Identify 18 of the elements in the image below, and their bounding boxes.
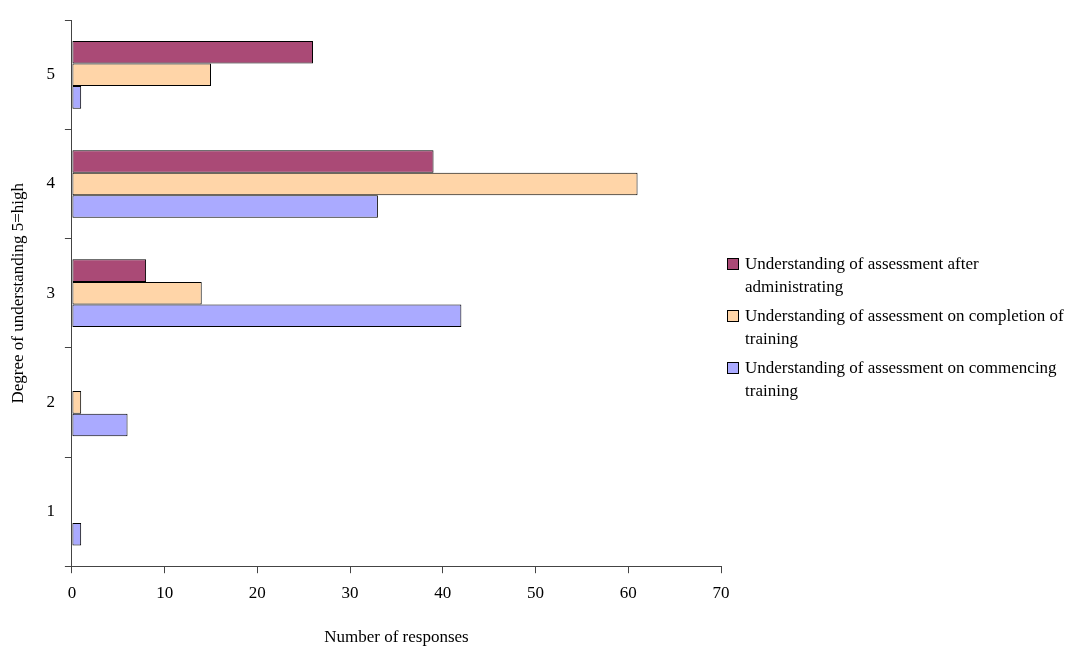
x-tick-label: 40	[434, 582, 452, 602]
y-axis-title: Degree of understanding 5=high	[7, 182, 27, 404]
y-tick-label: 5	[46, 64, 55, 84]
legend-label: Understanding of assessment on commencing training	[745, 357, 1058, 402]
x-axis-title: Number of responses	[324, 627, 469, 647]
x-tick-label: 50	[527, 582, 545, 602]
legend-label: Understanding of assessment after administrating	[745, 253, 980, 298]
legend-label: Understanding of assessment on completion of training	[745, 305, 1065, 350]
y-tick-label: 2	[46, 391, 55, 411]
x-tick-label: 10	[156, 582, 174, 602]
x-tick-label: 20	[248, 582, 266, 602]
y-tick-label: 1	[46, 501, 55, 521]
x-tick-label: 30	[341, 582, 359, 602]
x-tick-label: 60	[619, 582, 637, 602]
x-tick-label: 0	[67, 582, 77, 602]
y-tick-label: 3	[46, 282, 55, 302]
y-tick-label: 4	[46, 173, 56, 193]
x-tick-label: 70	[712, 582, 730, 602]
